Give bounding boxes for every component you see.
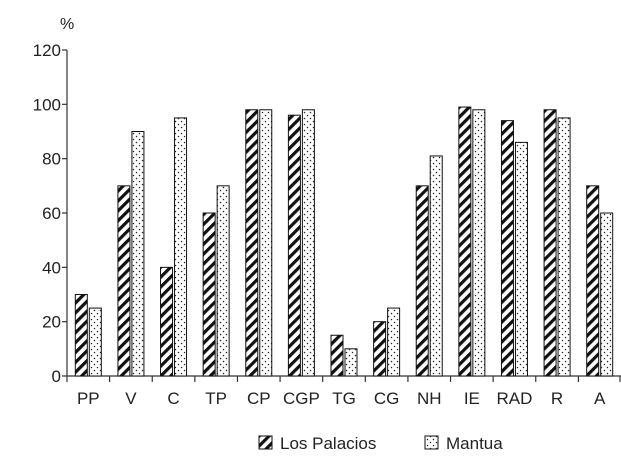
x-tick-label: CG (374, 389, 400, 408)
bar-mantua-cgp (301, 109, 315, 377)
x-axis: PP V C TP CP CGP TG CG NH IE RAD R A (66, 375, 621, 408)
bar-los-palacios-v (117, 185, 131, 377)
bars-group (74, 106, 614, 377)
x-tick-label: CP (247, 389, 271, 408)
bar-mantua-rad (514, 141, 528, 377)
bar-mantua-v (131, 131, 145, 377)
y-tick-label: 0 (52, 367, 61, 386)
bar-los-palacios-cgp (287, 114, 301, 377)
bar-los-palacios-pp (74, 294, 88, 377)
bar-mantua-a (600, 212, 614, 377)
bar-mantua-ie (472, 109, 486, 377)
bar-mantua-tp (216, 185, 230, 377)
x-tick-label: TP (205, 389, 227, 408)
bar-los-palacios-r (543, 109, 557, 377)
x-tick-label: RAD (497, 389, 533, 408)
x-tick-label: TG (332, 389, 356, 408)
bar-los-palacios-tp (202, 212, 216, 377)
bar-mantua-tg (344, 348, 358, 377)
y-axis-unit-label: % (60, 16, 74, 33)
x-tick-label: V (125, 389, 137, 408)
legend-swatch-mantua (424, 435, 439, 450)
x-tick-label: IE (464, 389, 480, 408)
bar-mantua-nh (429, 155, 443, 377)
x-tick-label: PP (77, 389, 100, 408)
y-tick-label: 120 (33, 41, 61, 60)
y-tick-label: 60 (42, 204, 61, 223)
x-tick-label: NH (417, 389, 442, 408)
legend-swatch-los-palacios (258, 435, 273, 450)
bar-mantua-c (174, 117, 188, 377)
y-tick-label: 40 (42, 258, 61, 277)
bar-los-palacios-tg (330, 334, 344, 377)
legend: Los Palacios Mantua (258, 434, 503, 453)
bar-los-palacios-cp (245, 109, 259, 377)
bar-los-palacios-a (586, 185, 600, 377)
y-tick-label: 100 (33, 95, 61, 114)
x-tick-label: A (594, 389, 606, 408)
bar-mantua-pp (88, 307, 102, 377)
x-tick-label: CGP (283, 389, 320, 408)
bar-mantua-cg (387, 307, 401, 377)
x-tick-label: C (167, 389, 179, 408)
bar-los-palacios-ie (458, 106, 472, 377)
bar-mantua-cp (259, 109, 273, 377)
bar-los-palacios-rad (500, 120, 514, 377)
y-tick-label: 20 (42, 313, 61, 332)
bar-los-palacios-cg (373, 321, 387, 377)
bar-los-palacios-nh (415, 185, 429, 377)
y-tick-label: 80 (42, 150, 61, 169)
x-tick-label: R (551, 389, 563, 408)
legend-label-mantua: Mantua (446, 434, 503, 453)
bar-mantua-r (557, 117, 571, 377)
legend-label-los-palacios: Los Palacios (280, 434, 376, 453)
y-axis: 0 20 40 60 80 100 120 (33, 41, 68, 386)
bar-los-palacios-c (160, 266, 174, 377)
